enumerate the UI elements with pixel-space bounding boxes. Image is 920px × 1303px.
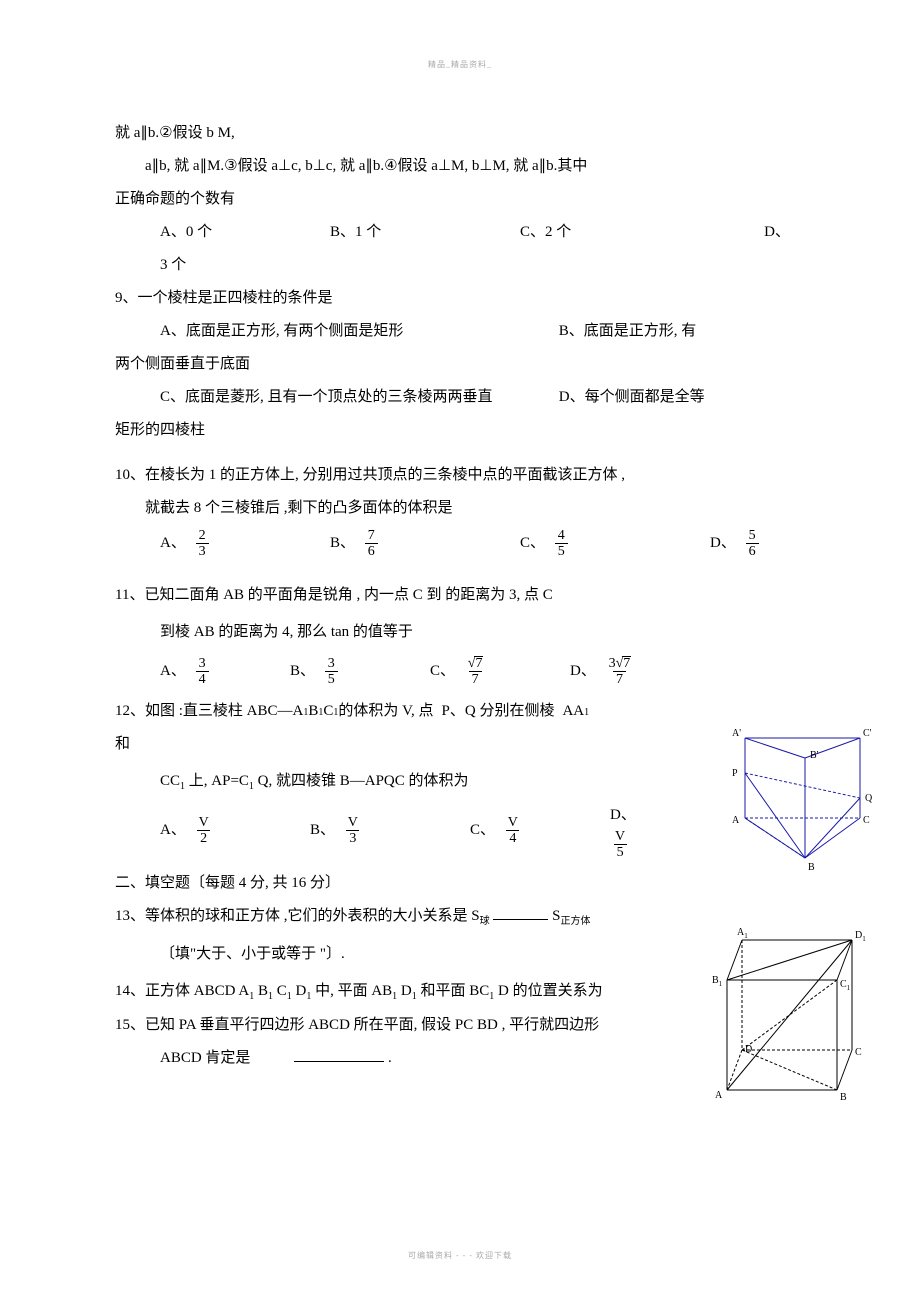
label: A1	[737, 927, 748, 940]
option-b: B、底面是正方形, 有	[559, 323, 697, 339]
label: A	[732, 815, 740, 826]
opt-label: A、	[160, 658, 186, 685]
prism-diagram: A' C' B' A C B P Q	[720, 718, 880, 878]
opt-label: A、	[160, 530, 186, 557]
q8-options: A、0 个 B、1 个 C、2 个 D、	[115, 219, 820, 246]
option-c: C、 √77	[430, 656, 570, 688]
fraction: V5	[612, 829, 628, 861]
q10-stem1: 10、在棱长为 1 的正方体上, 分别用过共顶点的三条棱中点的平面截该正方体 ,	[115, 462, 820, 489]
q12-stem2: CC1 上, AP=C1 Q, 就四棱锥 B—APQC 的体积为	[115, 768, 820, 796]
q9-stem: 9、一个棱柱是正四棱柱的条件是	[115, 285, 820, 312]
opt-label: D、	[710, 530, 736, 557]
option-c: C、 V4	[470, 815, 610, 847]
fraction: 3√77	[606, 656, 634, 688]
text-line: 就 a∥b.②假设 b M,	[115, 120, 820, 147]
label: A	[715, 1090, 723, 1101]
blank-fill	[294, 1048, 384, 1062]
fraction: V4	[505, 815, 521, 847]
label: C1	[840, 979, 851, 992]
opt-label: B、	[290, 658, 315, 685]
text-line: 正确命题的个数有	[115, 186, 820, 213]
text-line: a∥b, 就 a∥M.③假设 a⊥c, b⊥c, 就 a∥b.④假设 a⊥M, …	[115, 153, 820, 180]
label: C'	[863, 728, 872, 739]
q11-stem1: 11、已知二面角 AB 的平面角是锐角 , 内一点 C 到 的距离为 3, 点 …	[115, 582, 820, 609]
option-b: B、 76	[330, 528, 520, 560]
opt-label: D、	[570, 658, 596, 685]
fraction: 45	[555, 528, 568, 560]
label: A'	[732, 728, 741, 739]
option-b: B、 V3	[310, 815, 470, 847]
label: B'	[810, 750, 819, 761]
fraction: 76	[365, 528, 378, 560]
opt-label: D、	[610, 802, 636, 829]
option-d: D、 3√77	[570, 656, 640, 688]
fraction: V2	[196, 815, 212, 847]
opt-label: A、	[160, 817, 186, 844]
q9-b-cont: 两个侧面垂直于底面	[115, 351, 820, 378]
fraction: V3	[345, 815, 361, 847]
opt-label: C、	[520, 530, 545, 557]
label: D1	[855, 930, 866, 943]
option-d: D、	[710, 219, 800, 246]
label: B	[840, 1092, 847, 1103]
opt-label: B、	[310, 817, 335, 844]
label: B	[808, 862, 815, 873]
option-d: D、 56	[710, 528, 800, 560]
q9-ab: A、底面是正方形, 有两个侧面是矩形 B、底面是正方形, 有	[115, 318, 820, 345]
option-a: A、 34	[160, 656, 290, 688]
opt-label: C、	[430, 658, 455, 685]
option-c: C、底面是菱形, 且有一个顶点处的三条棱两两垂直	[160, 384, 555, 411]
option-b: B、1 个	[330, 219, 520, 246]
label: C	[863, 815, 870, 826]
q12-and: 和	[115, 731, 820, 758]
label: Q	[865, 793, 873, 804]
fraction: 35	[325, 656, 338, 688]
q9-d-cont: 矩形的四棱柱	[115, 417, 820, 444]
label: C	[855, 1047, 862, 1058]
q9-cd: C、底面是菱形, 且有一个顶点处的三条棱两两垂直 D、每个侧面都是全等	[115, 384, 820, 411]
cuboid-diagram: A1 D1 B1 C1 D C A B	[712, 920, 887, 1110]
option-c: C、2 个	[520, 219, 710, 246]
label: B1	[712, 975, 723, 988]
q12-stem1: 12、如图 :直三棱柱 ABC—A1 B1 C1 的体积为 V, 点 P、Q 分…	[115, 698, 820, 725]
option-d: D、 V5	[610, 802, 640, 861]
q12-options: A、 V2 B、 V3 C、 V4 D、 V5	[115, 802, 820, 861]
fraction: √77	[465, 656, 486, 688]
fraction: 56	[746, 528, 759, 560]
option-d: D、每个侧面都是全等	[559, 389, 705, 405]
opt-label: C、	[470, 817, 495, 844]
label: P	[732, 768, 738, 779]
section2-title: 二、填空题〔每题 4 分, 共 16 分〕	[115, 870, 820, 897]
q11-options: A、 34 B、 35 C、 √77 D、 3√77	[115, 656, 820, 688]
watermark-top: 精品_精品资料_	[428, 58, 492, 72]
q10-stem2: 就截去 8 个三棱锥后 ,剩下的凸多面体的体积是	[115, 495, 820, 522]
option-a: A、 V2	[160, 815, 310, 847]
footer-watermark: 可编辑资料 - - - 欢迎下载	[408, 1249, 512, 1263]
option-c: C、 45	[520, 528, 710, 560]
label: D	[745, 1044, 752, 1055]
blank-fill	[493, 906, 548, 920]
opt-label: B、	[330, 530, 355, 557]
q10-options: A、 23 B、 76 C、 45 D、 56	[115, 528, 820, 560]
option-a: A、 23	[160, 528, 330, 560]
option-a: A、底面是正方形, 有两个侧面是矩形	[160, 318, 555, 345]
option-b: B、 35	[290, 656, 430, 688]
fraction: 34	[196, 656, 209, 688]
fraction: 23	[196, 528, 209, 560]
option-a: A、0 个	[160, 219, 330, 246]
q11-stem2: 到棱 AB 的距离为 4, 那么 tan 的值等于	[115, 619, 820, 646]
option-d-cont: 3 个	[115, 252, 820, 279]
